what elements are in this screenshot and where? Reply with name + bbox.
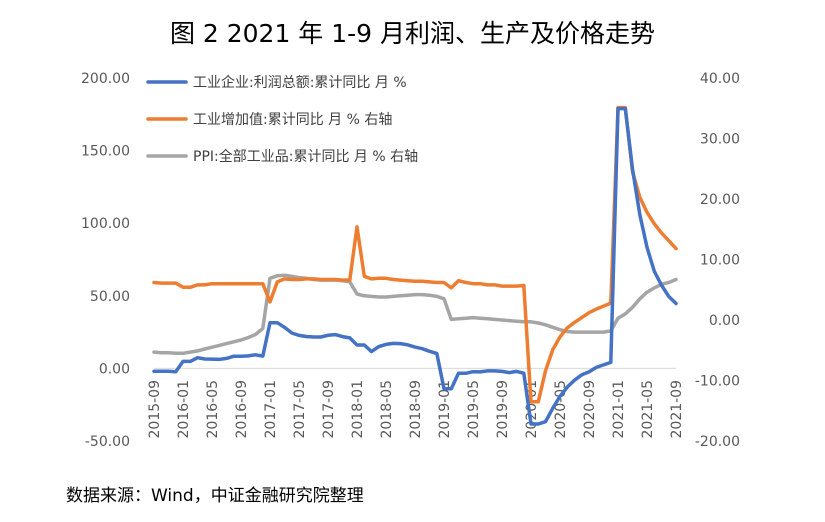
y-left-tick-label: 50.00 [90,289,130,305]
y-left-tick-label: 200.00 [81,71,130,87]
x-tick-label: 2017-05 [292,380,308,439]
legend-label-1: 工业增加值:累计同比 月 % 右轴 [193,112,392,128]
x-tick-label: 2017-01 [263,380,279,439]
x-tick-label: 2019-09 [495,380,511,439]
x-tick-label: 2019-05 [466,380,482,439]
y-left-tick-label: 0.00 [99,361,130,377]
x-tick-label: 2018-05 [379,380,395,439]
x-tick-label: 2017-09 [321,380,337,439]
x-tick-label: 2021-05 [640,380,656,439]
x-tick-label: 2020-09 [582,380,598,439]
y-right-tick-label: 10.00 [700,253,740,269]
y-right-tick-label: 0.00 [709,313,740,329]
y-left-tick-label: 100.00 [81,216,130,232]
series-line-1 [152,105,678,404]
series-line-0 [152,106,678,426]
x-tick-label: 2019-01 [437,380,453,439]
series-line-2 [152,273,678,356]
chart-title: 图 2 2021 年 1-9 月利润、生产及价格走势 [169,19,656,48]
y-right-tick-label: 20.00 [700,192,740,208]
x-tick-label: 2021-01 [611,380,627,439]
source-note: 数据来源：Wind，中证金融研究院整理 [66,486,364,506]
x-tick-label: 2016-01 [176,380,192,439]
legend-label-2: PPI:全部工业品:累计同比 月 % 右轴 [193,148,418,165]
y-left-tick-label: -50.00 [85,434,130,450]
y-right-tick-label: -20.00 [695,434,740,450]
x-tick-label: 2016-05 [205,380,221,439]
x-tick-label: 2016-09 [234,380,250,439]
y-axis-left: 200.00 150.00 100.00 50.00 0.00 -50.00 [81,71,130,450]
x-tick-label: 2021-09 [669,380,685,439]
series-lines [152,105,678,426]
y-right-tick-label: -10.00 [695,374,740,390]
x-tick-label: 2020-05 [553,380,569,439]
x-tick-label: 2018-01 [350,380,366,439]
y-left-tick-label: 150.00 [81,144,130,160]
legend-label-0: 工业企业:利润总额:累计同比 月 % [193,74,407,91]
y-axis-right: 40.00 30.00 20.00 10.00 0.00 -10.00 -20.00 [695,71,740,450]
x-tick-label: 2015-09 [147,380,163,439]
y-right-tick-label: 40.00 [700,71,740,87]
x-axis: 2015-09 2016-01 2016-05 2016-09 2017-01 2017-… [147,367,685,439]
y-right-tick-label: 30.00 [700,132,740,148]
legend: 工业企业:利润总额:累计同比 月 % 工业增加值:累计同比 月 % 右轴 PPI:全… [146,74,418,165]
x-tick-label: 2018-09 [408,380,424,439]
